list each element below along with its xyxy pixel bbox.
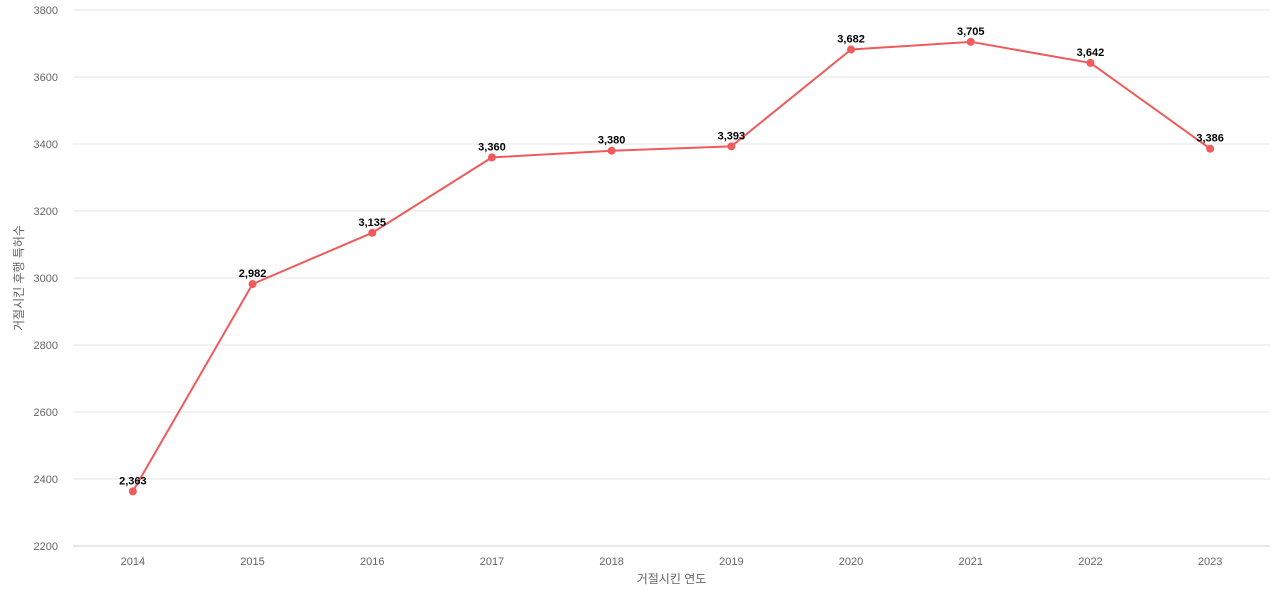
x-tick-label: 2017 [480, 556, 504, 568]
y-axis: 2200 2400 2600 2800 3000 3200 3400 3600 3800 [34, 5, 58, 553]
data-point[interactable] [487, 153, 496, 162]
data-point[interactable] [1086, 58, 1095, 67]
x-tick-label: 2016 [360, 556, 384, 568]
y-tick-label: 2400 [34, 474, 58, 486]
x-tick-label: 2020 [839, 556, 863, 568]
y-tick-label: 3800 [34, 5, 58, 17]
data-point[interactable] [368, 228, 377, 237]
y-tick-label: 3400 [34, 139, 58, 151]
data-label: 2,363 [119, 475, 147, 487]
data-label: 3,380 [598, 135, 626, 147]
x-axis: 2014 2015 2016 2017 2018 2019 2020 2021 2022 2023 [121, 556, 1223, 568]
data-point[interactable] [607, 146, 616, 155]
data-label: 3,393 [718, 130, 746, 142]
x-tick-label: 2019 [719, 556, 743, 568]
y-tick-label: 3200 [34, 206, 58, 218]
data-label: 3,135 [358, 217, 386, 229]
y-tick-label: 2800 [34, 340, 58, 352]
data-point[interactable] [727, 142, 736, 151]
data-point[interactable] [847, 45, 856, 54]
data-label: 3,705 [957, 26, 985, 38]
x-tick-label: 2021 [959, 556, 983, 568]
data-point[interactable] [248, 280, 257, 289]
y-axis-title: 거절시킨 후행 특허수 [11, 225, 26, 331]
data-labels: 2,363 2,982 3,135 3,360 3,380 3,393 3,682 3,705… [119, 26, 1224, 488]
x-tick-label: 2015 [240, 556, 264, 568]
data-label: 3,682 [837, 34, 865, 46]
data-label: 3,642 [1077, 47, 1105, 59]
series-line [131, 40, 1211, 492]
x-tick-label: 2022 [1078, 556, 1102, 568]
x-tick-label: 2018 [599, 556, 623, 568]
y-tick-label: 2200 [34, 541, 58, 553]
grid-lines [73, 9, 1270, 547]
y-tick-label: 3600 [34, 72, 58, 84]
data-label: 3,360 [478, 141, 506, 153]
data-point[interactable] [1206, 144, 1215, 153]
x-tick-label: 2014 [121, 556, 145, 568]
x-tick-label: 2023 [1198, 556, 1222, 568]
data-points [128, 37, 1215, 496]
x-axis-title: 거절시킨 연도 [637, 572, 707, 586]
data-label: 3,386 [1196, 133, 1224, 145]
data-point[interactable] [966, 37, 975, 46]
y-tick-label: 2600 [34, 407, 58, 419]
data-label: 2,982 [239, 268, 267, 280]
y-tick-label: 3000 [34, 273, 58, 285]
series-line-group [131, 40, 1211, 492]
data-point[interactable] [128, 487, 137, 496]
